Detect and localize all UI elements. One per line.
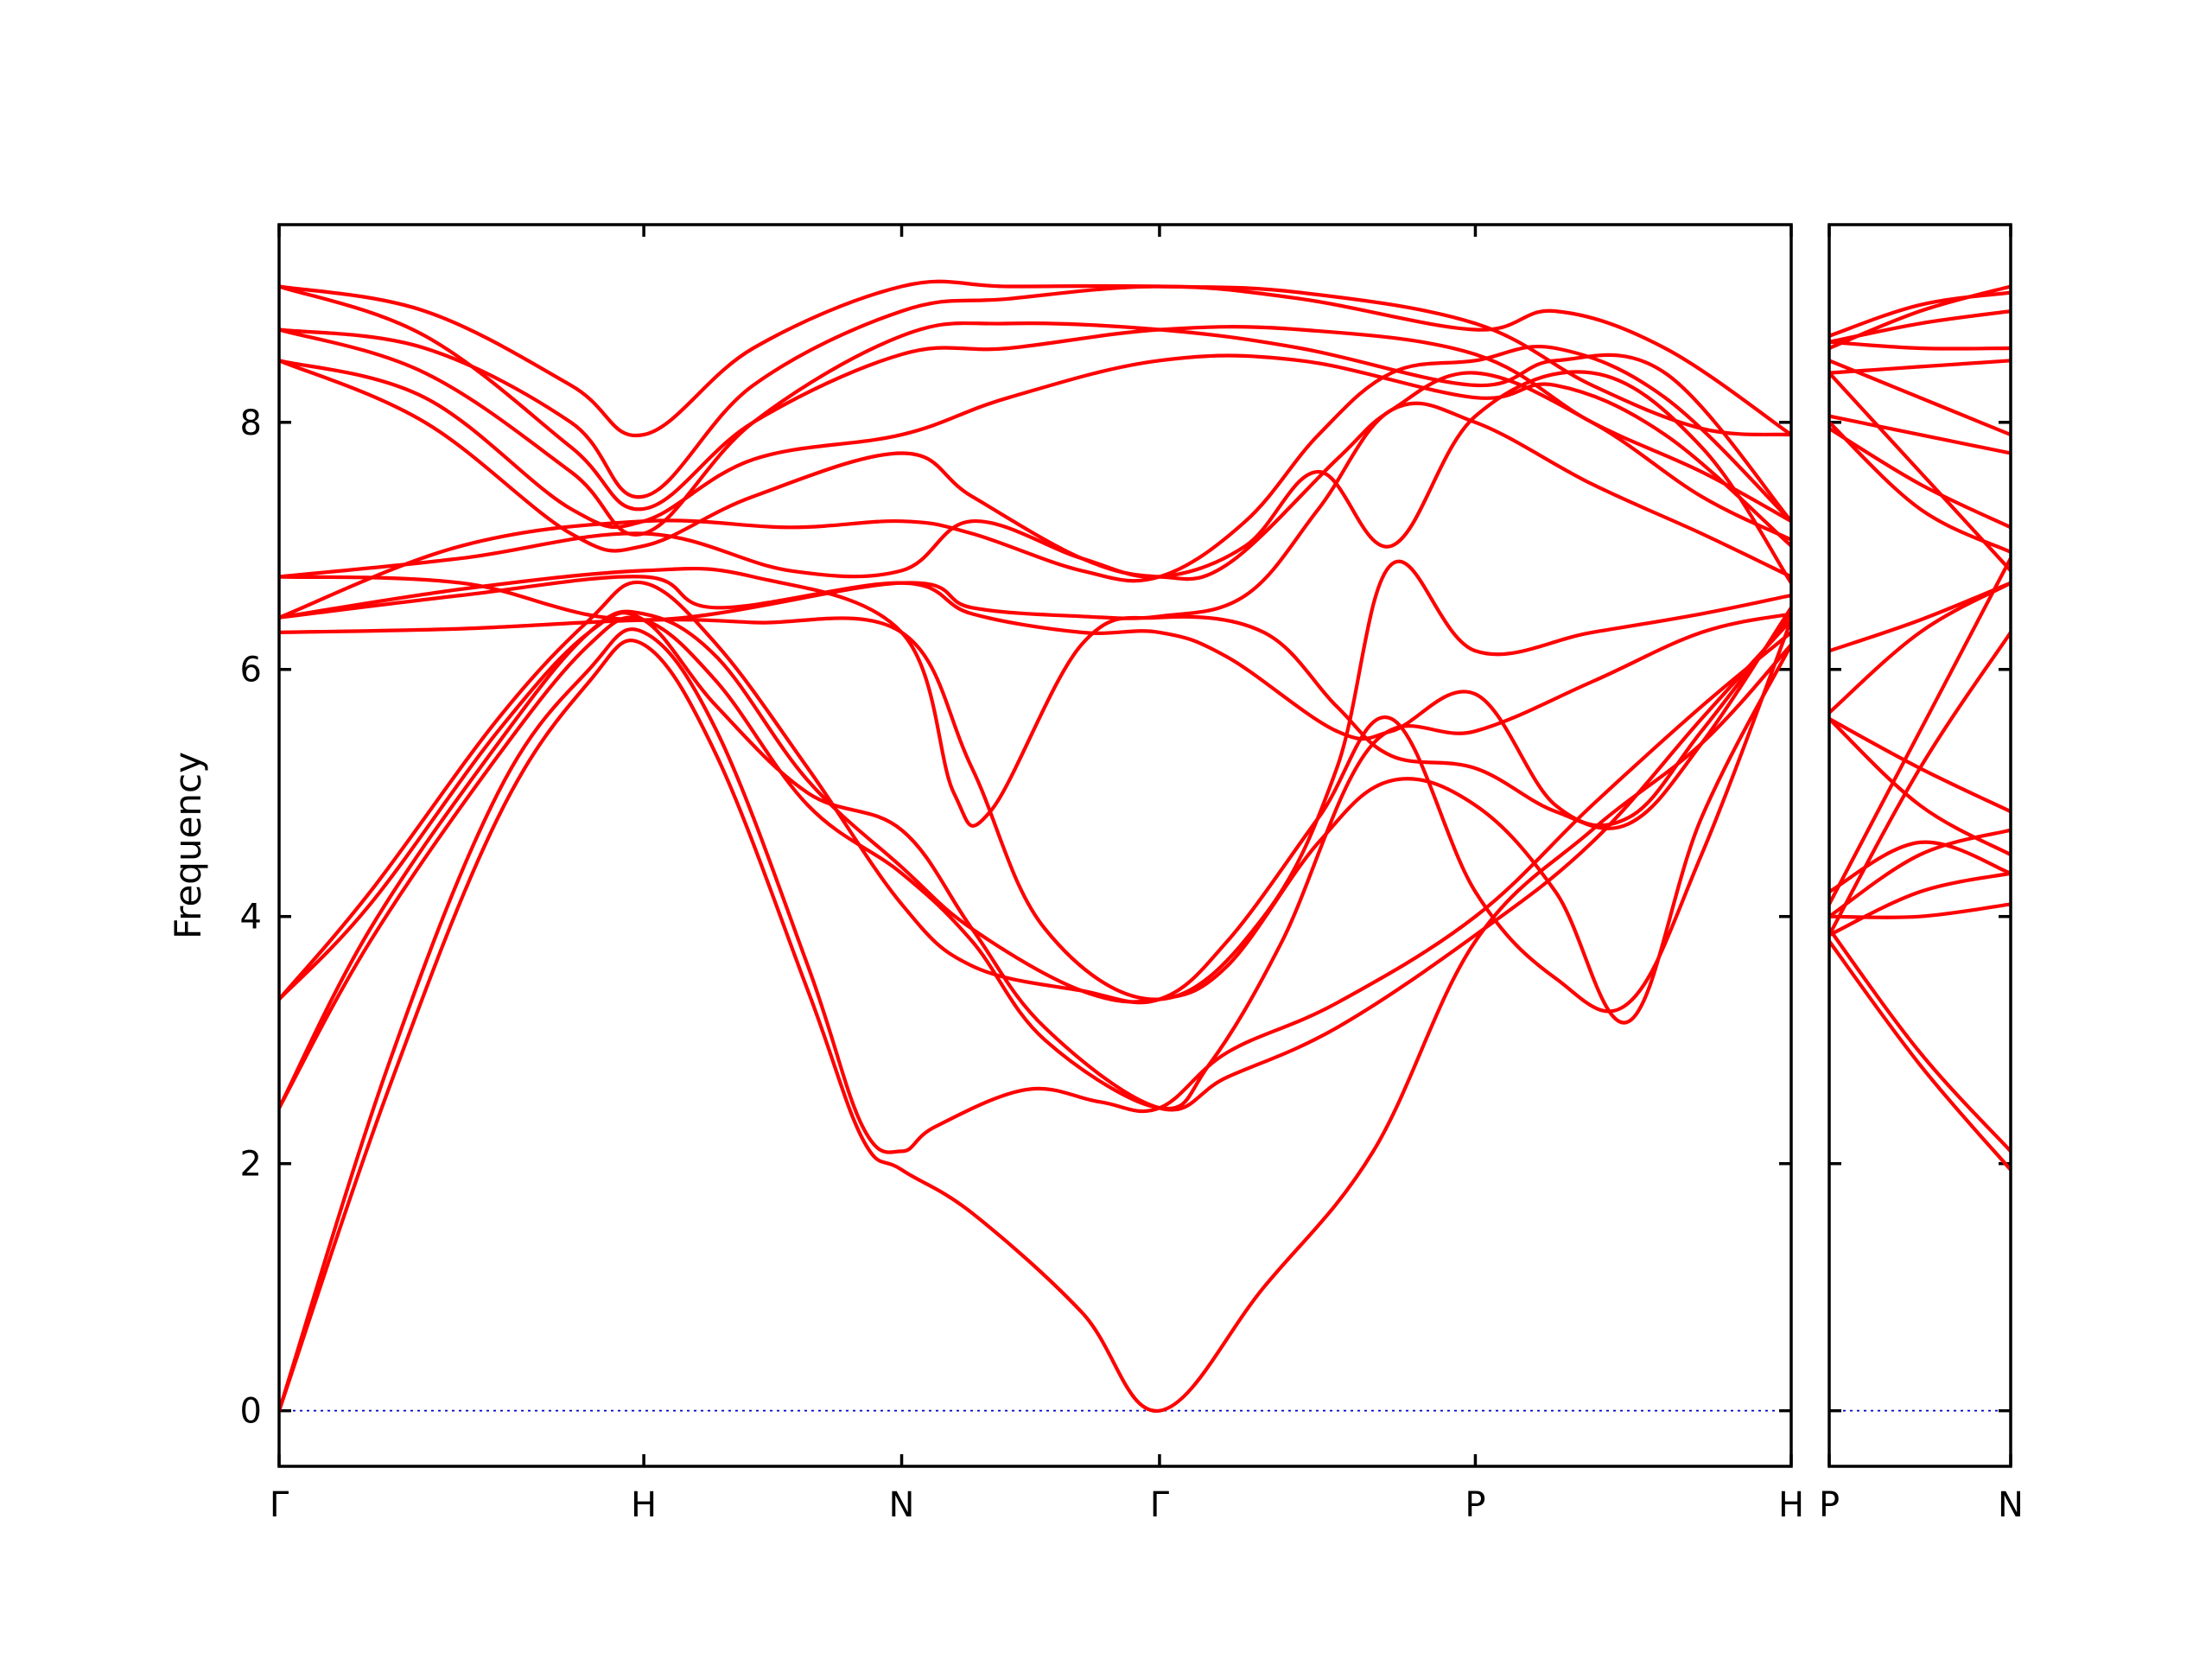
phonon-band <box>279 353 1791 548</box>
band-lines <box>1829 284 2011 1172</box>
x-tick-label: Γ <box>1150 1485 1170 1525</box>
band-lines <box>279 279 1791 1413</box>
phonon-band <box>1829 581 2011 715</box>
phonon-band <box>1829 371 2011 573</box>
y-axis-label: Frequency <box>167 752 209 939</box>
phonon-band <box>1829 828 2011 918</box>
phonon-band <box>1829 581 2011 653</box>
x-tick-label: Γ <box>270 1485 289 1525</box>
x-tick-label: P <box>1465 1485 1485 1525</box>
phonon-band <box>279 639 1791 1413</box>
phonon-band <box>1829 902 2011 919</box>
phonon-band <box>1829 420 2011 554</box>
phonon-band <box>279 609 1791 1110</box>
phonon-band <box>279 566 1791 830</box>
y-tick-label: 8 <box>240 404 262 443</box>
phonon-band <box>1829 340 2011 351</box>
y-tick-label: 0 <box>240 1392 262 1432</box>
phonon-band <box>279 284 1791 499</box>
phonon-band <box>1829 359 2011 375</box>
main-panel: Γ H N Γ P H 0 2 4 6 8 <box>240 223 1804 1525</box>
y-tick-label: 6 <box>240 651 262 690</box>
phonon-band <box>1829 290 2011 338</box>
phonon-band <box>279 611 1791 1112</box>
phonon-band <box>1829 426 2011 530</box>
x-tick-label: H <box>631 1485 657 1525</box>
x-tick-label: P <box>1819 1485 1840 1525</box>
plot-frame <box>277 223 1793 1468</box>
phonon-band <box>279 279 1791 438</box>
phonon-band <box>279 359 1791 582</box>
phonon-band <box>279 627 1791 1413</box>
phonon-band <box>1829 414 2011 455</box>
phonon-band <box>1829 556 2011 906</box>
phonon-band <box>279 401 1791 622</box>
x-tick-label: H <box>1778 1485 1804 1525</box>
phonon-band <box>1829 630 2011 938</box>
phonon-band <box>279 612 1791 1111</box>
phonon-band <box>1829 716 2011 857</box>
y-tick-label: 4 <box>240 898 262 938</box>
x-tick-label: N <box>1998 1485 2024 1525</box>
phonon-band <box>1829 871 2011 938</box>
phonon-band <box>279 580 1791 1014</box>
phonon-band <box>1829 359 2011 437</box>
x-tick-label: N <box>889 1485 915 1525</box>
y-tick-label: 2 <box>240 1145 262 1185</box>
phonon-band <box>1829 926 2011 1154</box>
plot-frame <box>1827 223 2012 1468</box>
phonon-band <box>279 321 1791 537</box>
phonon-band <box>1829 284 2011 351</box>
phonon-band <box>1829 939 2011 1172</box>
phonon-band <box>1829 840 2011 894</box>
